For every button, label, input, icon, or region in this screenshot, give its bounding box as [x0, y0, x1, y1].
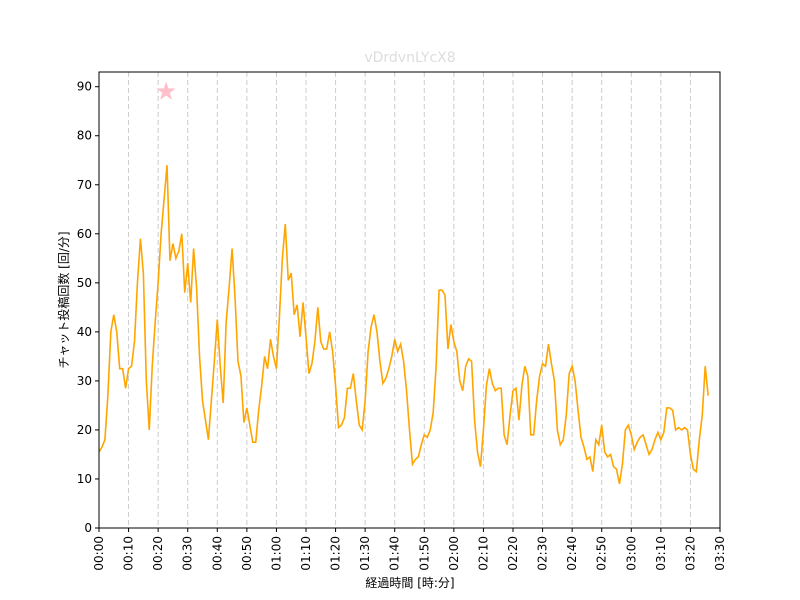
- plot-frame: [98, 71, 721, 529]
- y-tick-label: 10: [77, 472, 92, 486]
- x-tick-label: 02:10: [476, 536, 490, 571]
- x-tick-label: 02:00: [447, 536, 461, 571]
- y-tick-label: 80: [77, 129, 92, 143]
- x-tick-label: 01:30: [358, 536, 372, 571]
- x-tick-label: 00:40: [210, 536, 224, 571]
- y-tick-label: 20: [77, 423, 92, 437]
- y-tick-label: 50: [77, 276, 92, 290]
- x-tick-label: 03:10: [654, 536, 668, 571]
- peak-marker: [156, 81, 176, 100]
- x-tick-label: 01:10: [299, 536, 313, 571]
- y-tick-label: 40: [77, 325, 92, 339]
- x-tick-label: 03:20: [683, 536, 697, 571]
- line-series: [98, 165, 709, 485]
- x-tick-label: 02:20: [506, 536, 520, 571]
- x-tick-label: 00:50: [240, 536, 254, 571]
- x-tick-label: 01:40: [388, 536, 402, 571]
- x-tick-label: 02:40: [565, 536, 579, 571]
- x-tick-label: 01:50: [417, 536, 431, 571]
- x-tick-label: 02:30: [536, 536, 550, 571]
- x-tick-label: 00:30: [181, 536, 195, 571]
- x-tick-label: 00:20: [151, 536, 165, 571]
- y-tick-label: 0: [84, 521, 92, 535]
- y-tick-label: 70: [77, 178, 92, 192]
- x-tick-label: 01:20: [329, 536, 343, 571]
- y-tick-label: 90: [77, 80, 92, 94]
- y-axis-label: チャット投稿回数 [回/分]: [56, 231, 71, 368]
- x-tick-label: 03:30: [713, 536, 727, 571]
- x-tick-label: 00:00: [92, 536, 106, 571]
- chart-title: vDrdvnLYcX8: [364, 50, 455, 66]
- x-axis-label: 経過時間 [時:分]: [365, 576, 454, 590]
- y-tick-label: 30: [77, 374, 92, 388]
- y-tick-label: 60: [77, 227, 92, 241]
- x-tick-label: 01:00: [269, 536, 283, 571]
- x-tick-label: 02:50: [595, 536, 609, 571]
- x-tick-label: 03:00: [624, 536, 638, 571]
- x-tick-label: 00:10: [122, 536, 136, 571]
